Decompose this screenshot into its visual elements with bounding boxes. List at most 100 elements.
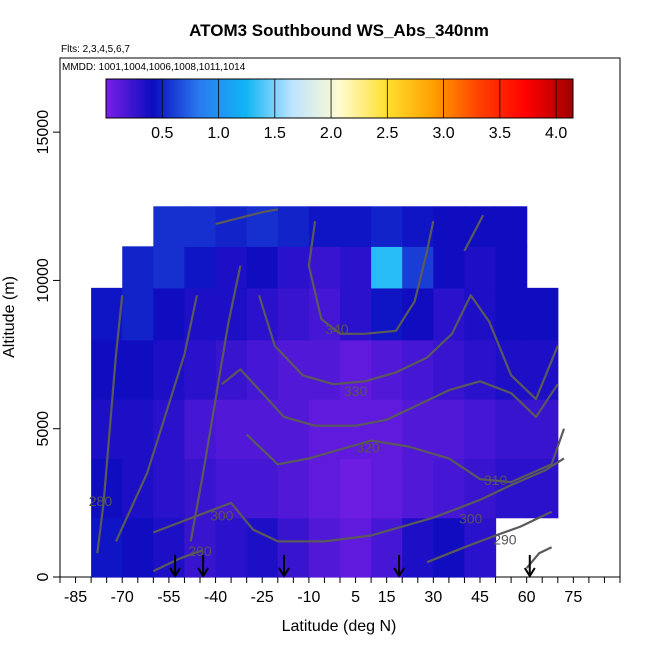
contour-label: 300 bbox=[210, 508, 234, 524]
chart-title: ATOM3 Southbound WS_Abs_340nm bbox=[189, 21, 489, 40]
y-tick-label: 0 bbox=[35, 572, 52, 581]
y-tick-label: 10000 bbox=[35, 258, 52, 303]
x-tick-label: -25 bbox=[251, 589, 274, 606]
heatmap-cell bbox=[153, 206, 186, 247]
contour-line bbox=[189, 265, 242, 542]
heatmap-cell bbox=[371, 206, 403, 247]
heatmap-cell bbox=[340, 458, 372, 519]
heatmap-cell bbox=[433, 517, 466, 578]
heatmap-cell bbox=[433, 206, 466, 247]
contour-line bbox=[221, 368, 559, 427]
flight-marker-head bbox=[278, 567, 290, 578]
heatmap-cell bbox=[340, 206, 372, 247]
dates-note: MMDD: 1001,1004,1006,1008,1011,1014 bbox=[62, 62, 246, 73]
y-axis: 0 5000 10000 15000 bbox=[35, 110, 60, 581]
heatmap-cell bbox=[153, 458, 186, 519]
flight-marker-head bbox=[393, 567, 405, 578]
colorbar-tick-label: 4.0 bbox=[545, 125, 567, 142]
heatmap-cell bbox=[464, 246, 497, 289]
heatmap-cell bbox=[340, 517, 372, 578]
heatmap-cell bbox=[371, 246, 403, 289]
contour-line bbox=[114, 295, 198, 542]
heatmap-cell bbox=[246, 287, 279, 341]
y-axis-label: Altitude (m) bbox=[1, 276, 18, 358]
heatmap-cell bbox=[371, 399, 403, 459]
heatmap-cell bbox=[433, 458, 466, 519]
contour-label: 340 bbox=[325, 321, 349, 337]
contour-line bbox=[152, 549, 204, 573]
colorbar-tick-label: 1.0 bbox=[207, 125, 229, 142]
x-tick-label: 5 bbox=[351, 589, 360, 606]
contour-line bbox=[215, 208, 279, 226]
colorbar-tick-label: 1.5 bbox=[264, 125, 286, 142]
heatmap-cell bbox=[402, 246, 434, 289]
heatmap-cell bbox=[464, 458, 497, 519]
heatmap-cell bbox=[340, 246, 372, 289]
heatmap-cell bbox=[308, 246, 341, 289]
heatmap-cell bbox=[308, 287, 341, 341]
x-tick-label: 45 bbox=[471, 589, 489, 606]
heatmap-cell bbox=[433, 246, 466, 289]
heatmap-cell bbox=[433, 399, 466, 459]
contour-line bbox=[96, 295, 124, 554]
heatmap-cell bbox=[91, 339, 123, 400]
heatmap-cell bbox=[277, 246, 310, 289]
contour-line bbox=[307, 220, 435, 335]
x-axis-label: Latitude (deg N) bbox=[282, 618, 397, 635]
contour-label: 310 bbox=[484, 472, 508, 488]
heatmap-cell bbox=[277, 458, 310, 519]
heatmap-cell bbox=[246, 246, 279, 289]
heatmap-cell bbox=[215, 287, 248, 341]
flight-marker-head bbox=[169, 567, 181, 578]
heatmap-cell bbox=[91, 517, 123, 578]
contour-label: 320 bbox=[356, 439, 380, 455]
heatmap-cell bbox=[495, 287, 528, 341]
heatmap-cell bbox=[340, 287, 372, 341]
x-axis: -85 -70 -55 -40 -25 -10 5 15 30 45 60 75 bbox=[59, 577, 621, 606]
heatmap-cell bbox=[215, 458, 248, 519]
contour-line bbox=[426, 510, 553, 564]
heatmap-cell bbox=[184, 206, 217, 247]
heatmap-cell bbox=[464, 399, 497, 459]
heatmap-cell bbox=[153, 287, 186, 341]
heatmap-cell bbox=[91, 399, 123, 459]
heatmap-cell bbox=[153, 246, 186, 289]
heatmap-cell bbox=[122, 399, 154, 459]
heatmap-cell bbox=[122, 517, 154, 578]
heatmap-cell bbox=[215, 517, 248, 578]
heatmap-cell bbox=[495, 399, 528, 459]
flight-markers bbox=[169, 555, 536, 578]
colorbar-tick-label: 2.0 bbox=[320, 125, 342, 142]
contour-line bbox=[258, 294, 559, 401]
flight-marker-head bbox=[523, 567, 536, 578]
heatmap-cell bbox=[277, 339, 310, 400]
heatmap-cell bbox=[122, 339, 154, 400]
colorbar-ticks: 0.5 1.0 1.5 2.0 2.5 3.0 3.5 4.0 bbox=[151, 79, 567, 142]
x-tick-label: 60 bbox=[518, 589, 536, 606]
contour-label: 290 bbox=[493, 531, 517, 547]
heatmap-cell bbox=[215, 206, 248, 247]
heatmap-cell bbox=[495, 246, 528, 289]
x-tick-label: 15 bbox=[378, 589, 396, 606]
heatmap-cell bbox=[153, 399, 186, 459]
x-tick-label: -85 bbox=[64, 589, 87, 606]
heatmap-cell bbox=[308, 458, 341, 519]
colorbar-tick-label: 3.0 bbox=[432, 125, 454, 142]
heatmap-cell bbox=[371, 458, 403, 519]
heatmap-cell bbox=[277, 399, 310, 459]
heatmap-cell bbox=[402, 517, 434, 578]
x-tick-label: -55 bbox=[157, 589, 180, 606]
heatmap-cell bbox=[184, 517, 217, 578]
y-tick-label: 5000 bbox=[35, 411, 52, 447]
heatmap-cell bbox=[122, 246, 154, 289]
contour-line bbox=[245, 428, 566, 484]
flights-note: Flts: 2,3,4,5,6,7 bbox=[61, 44, 130, 55]
contour-line bbox=[525, 546, 553, 569]
heatmap-cell bbox=[340, 339, 372, 400]
heatmap-cell bbox=[495, 206, 528, 247]
y-tick-label: 15000 bbox=[35, 110, 52, 155]
heatmap-cell bbox=[402, 458, 434, 519]
contour-label: 300 bbox=[459, 511, 483, 527]
colorbar-tick-label: 2.5 bbox=[376, 125, 398, 142]
